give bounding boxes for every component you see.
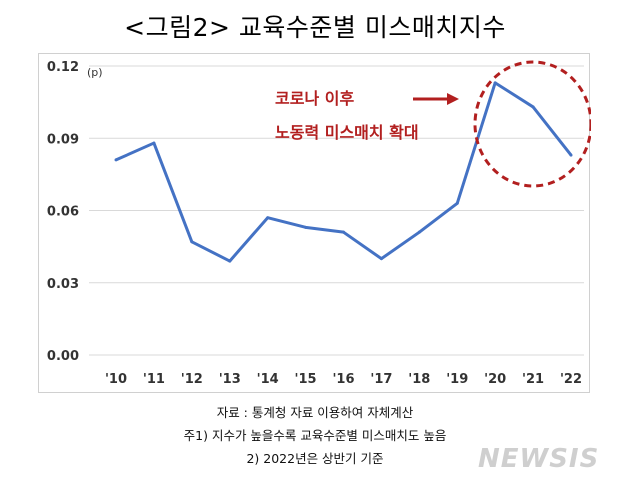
annotation-line1: 코로나 이후	[275, 89, 354, 108]
x-tick-label: '19	[446, 372, 468, 387]
x-tick-label: '13	[219, 372, 241, 387]
footnote-2: 2) 2022년은 상반기 기준	[246, 451, 384, 466]
data-point	[379, 257, 383, 261]
newsis-watermark: NEWSIS	[478, 444, 600, 474]
highlight-circle	[473, 60, 591, 188]
data-point	[266, 216, 270, 220]
x-tick-label: '11	[143, 372, 165, 387]
x-tick-label: '16	[332, 372, 354, 387]
footnote-1: 주1) 지수가 높을수록 교육수준별 미스매치도 높음	[183, 428, 447, 443]
annotation-line2: 노동력 미스매치 확대	[275, 123, 419, 142]
grid-lines	[89, 65, 584, 356]
x-tick-label: '12	[181, 372, 203, 387]
line-chart: 0.000.030.060.090.12 '10'11'12'13'14'15 '…	[47, 60, 591, 387]
y-unit-label: (p)	[87, 66, 103, 79]
y-axis-ticks: 0.00 0.03 0.06 0.09 0.12	[47, 60, 79, 364]
data-point	[228, 259, 232, 263]
data-point	[114, 158, 118, 162]
data-point	[190, 240, 194, 244]
chart-frame: 0.00 0.03 0.06 0.09 0.12 '10'11'12'13'14'15 '…	[38, 53, 591, 393]
data-point	[531, 105, 535, 109]
x-tick-label: '21	[522, 372, 544, 387]
source-note: 자료 : 통계청 자료 이용하여 자체계산	[216, 405, 414, 420]
x-tick-label: '17	[370, 372, 392, 387]
annotation-arrow	[413, 93, 459, 105]
data-point	[569, 153, 573, 157]
y-tick-label: 0.03	[47, 277, 79, 292]
y-tick-label: 0.06	[47, 205, 79, 220]
x-tick-label: '22	[560, 372, 582, 387]
y-tick-label: 0.12	[47, 60, 79, 75]
x-tick-label: '15	[295, 372, 317, 387]
data-points	[114, 81, 573, 263]
data-point	[493, 81, 497, 85]
data-point	[417, 230, 421, 234]
x-tick-label: '14	[257, 372, 279, 387]
y-tick-label: 0.09	[47, 132, 79, 147]
x-tick-label: '18	[408, 372, 430, 387]
x-axis-ticks: '10 '11 '12 '13 '14 '15 '16 '17 '18 '19 '20 '21 '22	[105, 372, 582, 387]
x-tick-label: '10	[105, 372, 127, 387]
data-point	[342, 230, 345, 234]
data-point	[455, 201, 459, 205]
series-line	[115, 81, 573, 263]
x-tick-label: '20	[484, 372, 506, 387]
chart-title: <그림2> 교육수준별 미스매치지수	[124, 13, 506, 42]
y-tick-label: 0.00	[47, 349, 79, 364]
data-point	[304, 225, 308, 229]
data-point	[152, 141, 156, 145]
